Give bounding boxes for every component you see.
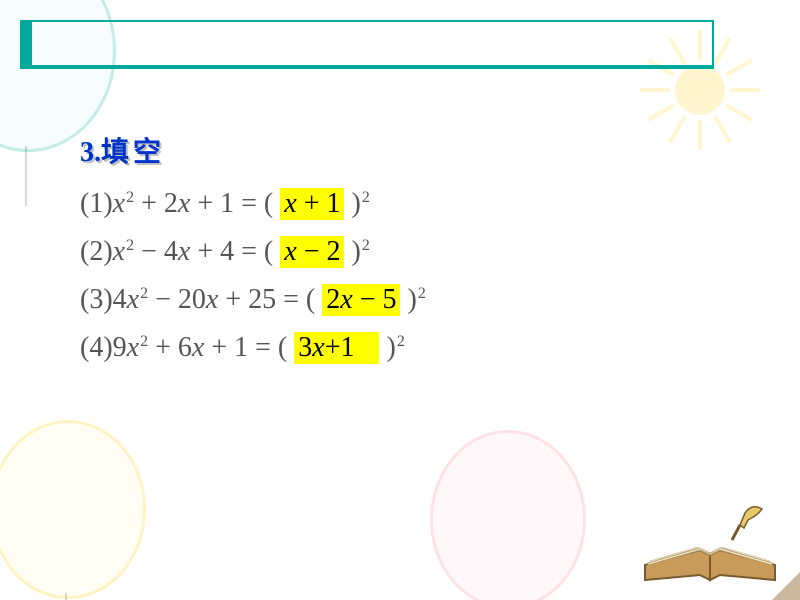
- answer-highlight: x − 2: [280, 236, 344, 268]
- balloon: [430, 430, 586, 600]
- page-corner-fold: [772, 572, 800, 600]
- title-frame: [20, 20, 714, 69]
- heading-text: 填空: [101, 137, 165, 168]
- problem-row: (1)x2 + 2x + 1 = ( x + 1 )2: [80, 188, 720, 220]
- section-heading: 3.填空: [80, 130, 720, 170]
- answer-highlight: 3x+1: [294, 332, 379, 364]
- balloon: [0, 420, 146, 599]
- answer-highlight: 2x − 5: [322, 284, 400, 316]
- problem-list: (1)x2 + 2x + 1 = ( x + 1 )2 (2)x2 − 4x + …: [80, 188, 720, 364]
- problem-row: (3)4x2 − 20x + 25 = ( 2x − 5 )2: [80, 284, 720, 316]
- heading-number: 3.: [80, 137, 101, 168]
- problem-row: (4)9x2 + 6x + 1 = ( 3x+1 )2: [80, 332, 720, 364]
- book-icon: [640, 495, 780, 585]
- slide-content: 3.填空 (1)x2 + 2x + 1 = ( x + 1 )2 (2)x2 − …: [80, 130, 720, 380]
- problem-row: (2)x2 − 4x + 4 = ( x − 2 )2: [80, 236, 720, 268]
- answer-highlight: x + 1: [280, 188, 344, 220]
